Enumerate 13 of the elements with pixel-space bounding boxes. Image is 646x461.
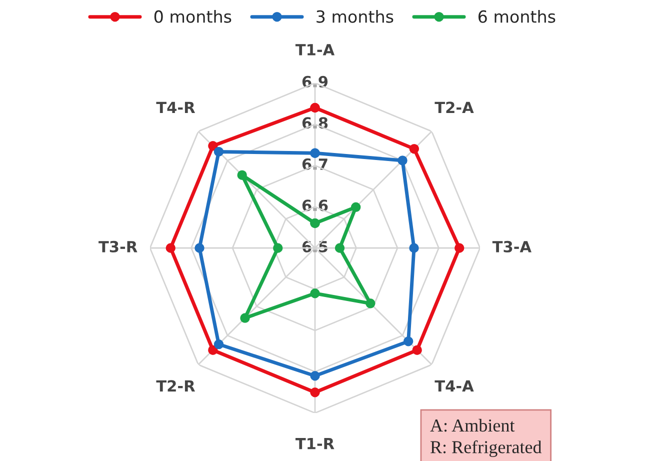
spoke-label: T1-A [295,44,335,56]
spoke-label: T1-R [295,438,334,450]
legend-label: 6 months [478,10,556,23]
spoke-label: T2-R [156,380,196,392]
text: A: Ambient [430,418,515,432]
text: R: Refrigerated [430,440,542,457]
legend-label: 3 months [316,10,394,23]
legend-label: 0 months [154,10,232,23]
spoke-label: T4-R [156,102,196,113]
spoke-label: T3-R [98,240,138,252]
spoke-label: T3-A [492,240,532,252]
spoke-label: T4-A [434,380,474,392]
spoke-label: T2-A [434,102,474,113]
